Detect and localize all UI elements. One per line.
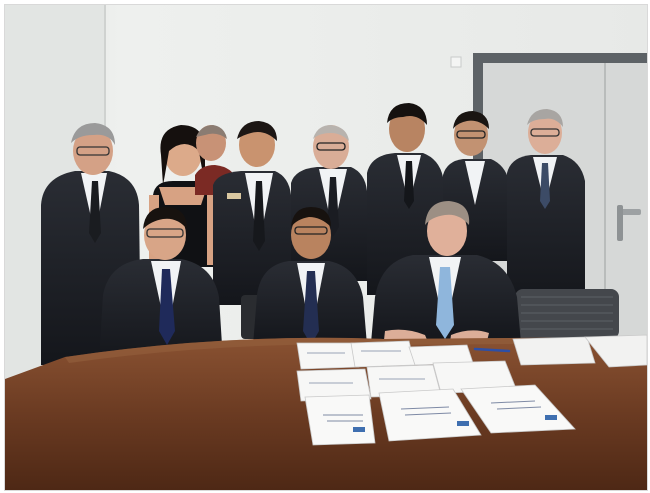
wall-switch bbox=[450, 56, 462, 68]
document bbox=[460, 384, 576, 434]
person bbox=[99, 207, 223, 361]
document bbox=[350, 340, 416, 368]
document bbox=[296, 368, 372, 402]
group-photo bbox=[4, 4, 648, 491]
document bbox=[512, 336, 596, 366]
document bbox=[378, 388, 482, 442]
document bbox=[584, 334, 647, 368]
document bbox=[296, 342, 360, 370]
photo-canvas bbox=[5, 5, 647, 490]
document bbox=[304, 394, 376, 446]
pen bbox=[473, 347, 511, 353]
person bbox=[507, 109, 585, 305]
documents bbox=[296, 334, 647, 446]
person bbox=[253, 207, 367, 345]
front-row bbox=[99, 201, 521, 361]
